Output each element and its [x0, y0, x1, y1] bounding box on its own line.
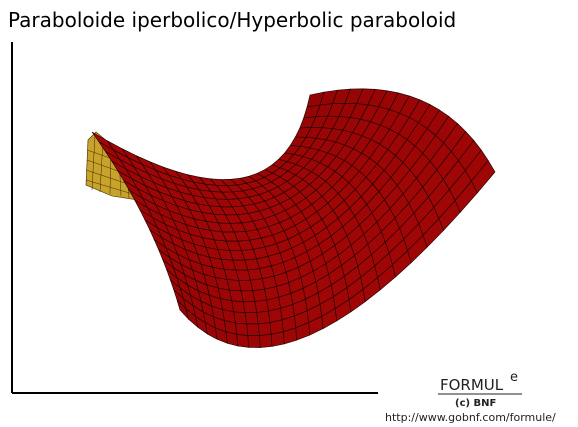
surface-patch: [254, 299, 269, 313]
surface-patch: [242, 301, 258, 314]
surface-patch: [257, 322, 272, 336]
surface-patch: [247, 335, 261, 348]
surface-patch: [270, 331, 285, 347]
surface-patch: [256, 310, 271, 325]
surface-patch: [235, 322, 249, 336]
title: Paraboloide iperbolico/Hyperbolic parabo…: [8, 8, 456, 32]
logo-superscript: e: [510, 370, 518, 385]
url: http://www.gobnf.com/formule/: [385, 411, 556, 424]
surface-patch: [259, 333, 273, 348]
surface: [91, 88, 496, 348]
surface-patch: [244, 312, 259, 325]
logo-name: FORMUL: [440, 376, 504, 394]
surface-patch: [236, 334, 250, 348]
surface-patch: [225, 331, 239, 347]
surface-patch: [233, 311, 248, 325]
surface-patch: [252, 288, 268, 302]
logo-copyright: (c) BNF: [455, 398, 496, 409]
surface-patch: [246, 323, 260, 336]
surface-patch: [471, 160, 496, 194]
